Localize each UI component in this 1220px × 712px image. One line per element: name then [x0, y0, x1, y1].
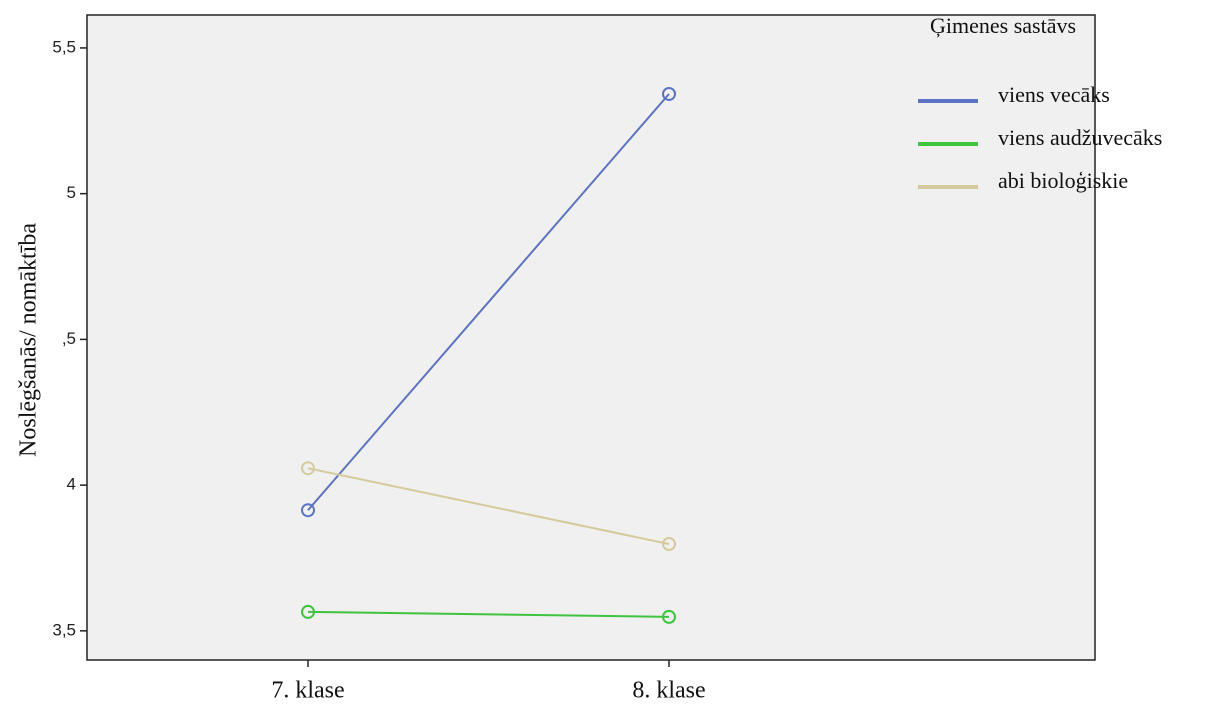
legend-label: abi bioloģiskie — [998, 168, 1128, 193]
point-marker — [662, 86, 676, 101]
point-marker — [662, 609, 676, 624]
x-tick-label: 8. klase — [632, 678, 705, 704]
y-tick-label: 3,5 — [52, 620, 76, 639]
plot-area — [86, 14, 1096, 661]
point-marker — [301, 604, 315, 619]
y-tick-label: 4 — [67, 475, 76, 494]
point-marker — [662, 536, 676, 551]
series-line — [307, 610, 670, 618]
y-tick-label: ,5 — [62, 329, 76, 348]
series-line — [307, 467, 670, 545]
point-marker — [301, 503, 315, 518]
legend-title: Ģimenes sastāvs — [930, 13, 1076, 38]
y-axis-label: Noslēgšanās/ nomāktība — [16, 223, 42, 457]
point-marker — [301, 461, 315, 476]
x-tick-label: 7. klase — [271, 678, 344, 704]
y-tick-label: 5 — [67, 183, 76, 202]
series-line — [307, 93, 670, 511]
legend-label: viens vecāks — [998, 82, 1110, 107]
y-tick-label: 5,5 — [52, 37, 76, 56]
legend-label: viens audžuvecāks — [998, 125, 1162, 150]
